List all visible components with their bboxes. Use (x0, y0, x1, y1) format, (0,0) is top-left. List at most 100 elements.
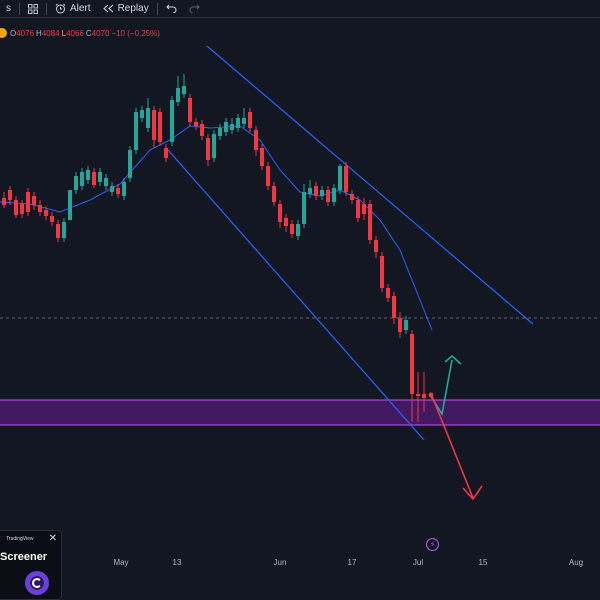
candle-body (416, 394, 420, 396)
high-label: H (36, 28, 42, 38)
candle-body (410, 334, 414, 394)
candle-body (296, 224, 300, 236)
close-value: 4070 (91, 28, 110, 38)
candle-body (140, 110, 144, 118)
candle-body (14, 200, 18, 215)
price-chart-canvas[interactable] (0, 18, 600, 552)
candle-body (404, 320, 408, 330)
x-tick-jul: Jul (412, 558, 424, 567)
candle-body (254, 130, 258, 150)
candle-body (248, 112, 252, 128)
top-toolbar: s Alert Replay (0, 0, 600, 18)
close-icon[interactable]: ✕ (48, 533, 57, 544)
candle-body (374, 240, 378, 252)
candle-body (218, 128, 222, 136)
candle-body (182, 86, 186, 94)
candle-body (146, 108, 150, 128)
candle-body (260, 148, 264, 166)
candle-body (230, 124, 234, 130)
candle-body (176, 88, 180, 102)
x-tick-jun: Jun (273, 558, 287, 567)
candle-body (164, 148, 168, 158)
candle-body (422, 394, 426, 398)
redo-button[interactable] (183, 0, 206, 18)
undo-button[interactable] (160, 0, 183, 18)
replay-label: Replay (117, 3, 149, 14)
candle-body (110, 186, 114, 192)
candle-body (308, 188, 312, 194)
candle-body (344, 166, 348, 192)
candle-body (200, 124, 204, 136)
open-label: O (10, 28, 17, 38)
candle-body (104, 178, 108, 186)
open-value: 4076 (16, 28, 35, 38)
grid-icon (28, 3, 38, 14)
layout-button[interactable] (22, 0, 44, 18)
candle-body (278, 204, 282, 222)
time-axis[interactable]: May 13 Jun 17 Jul 15 Aug (0, 552, 600, 572)
channel-lower-line (167, 149, 425, 441)
candle-body (56, 224, 60, 238)
candle-body (74, 176, 78, 190)
candle-body (152, 110, 156, 140)
screener-brand: TradingView (6, 536, 34, 542)
candle-body (86, 170, 90, 180)
candle-body (8, 190, 12, 200)
candle-body (326, 190, 330, 202)
candle-body (302, 192, 306, 224)
toolbar-truncated-label: s (6, 3, 11, 14)
ohlc-legend: O 4076 H 4084 L 4066 C 4070 −10 (−0.25%) (0, 26, 162, 40)
candle-body (98, 172, 102, 182)
candle-body (38, 205, 42, 212)
x-tick-17: 17 (347, 558, 357, 567)
candle-body (170, 100, 174, 142)
bearish-arrow-head (462, 485, 483, 501)
candle-body (380, 256, 384, 288)
candle-body (362, 204, 366, 214)
events-bolt-icon[interactable]: ⚡ (426, 538, 439, 551)
candle-body (80, 172, 84, 186)
toolbar-separator (19, 2, 20, 15)
candle-body (338, 166, 342, 190)
candle-body (62, 222, 66, 238)
candle-body (236, 118, 240, 128)
replay-button[interactable]: Replay (97, 0, 155, 18)
candle-body (134, 112, 138, 150)
x-tick-13: 13 (172, 558, 182, 567)
screener-logo-icon (25, 571, 49, 595)
alarm-clock-icon (55, 3, 66, 14)
candle-body (266, 166, 270, 186)
arrow-origin-point (428, 392, 434, 398)
candle-body (44, 210, 48, 216)
x-tick-aug: Aug (568, 558, 584, 567)
candle-body (398, 318, 402, 332)
candle-body (50, 216, 54, 222)
candle-body (122, 182, 126, 196)
high-value: 4084 (41, 28, 60, 38)
candle-body (194, 122, 198, 126)
candle-body (128, 150, 132, 178)
moving-average-line (0, 125, 433, 331)
candle-body (290, 224, 294, 234)
x-tick-15: 15 (478, 558, 488, 567)
candle-body (158, 112, 162, 142)
toolbar-truncated-item[interactable]: s (0, 0, 17, 18)
redo-icon (189, 4, 200, 13)
candle-body (356, 200, 360, 218)
candle-body (92, 172, 96, 185)
low-label: L (61, 28, 67, 38)
demand-zone (0, 400, 600, 425)
bullish-arrow-head (444, 354, 462, 365)
candle-body (20, 204, 24, 214)
candle-body (206, 138, 210, 160)
undo-icon (165, 4, 177, 13)
candle-body (386, 288, 390, 298)
channel-upper-line (206, 45, 534, 325)
screener-popup[interactable]: TradingView ✕ Screener (0, 530, 62, 600)
alert-button[interactable]: Alert (49, 0, 97, 18)
low-value: 4066 (66, 28, 84, 38)
candle-body (350, 194, 354, 200)
candle-body (212, 134, 216, 158)
candle-body (272, 186, 276, 202)
toolbar-separator (156, 2, 158, 15)
